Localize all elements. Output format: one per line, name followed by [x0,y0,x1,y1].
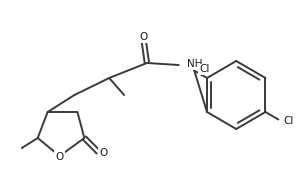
Text: O: O [99,148,107,158]
Text: O: O [55,152,64,162]
Text: Cl: Cl [199,64,210,74]
Text: NH: NH [186,59,202,69]
Text: Cl: Cl [283,116,294,126]
Text: O: O [140,32,148,42]
